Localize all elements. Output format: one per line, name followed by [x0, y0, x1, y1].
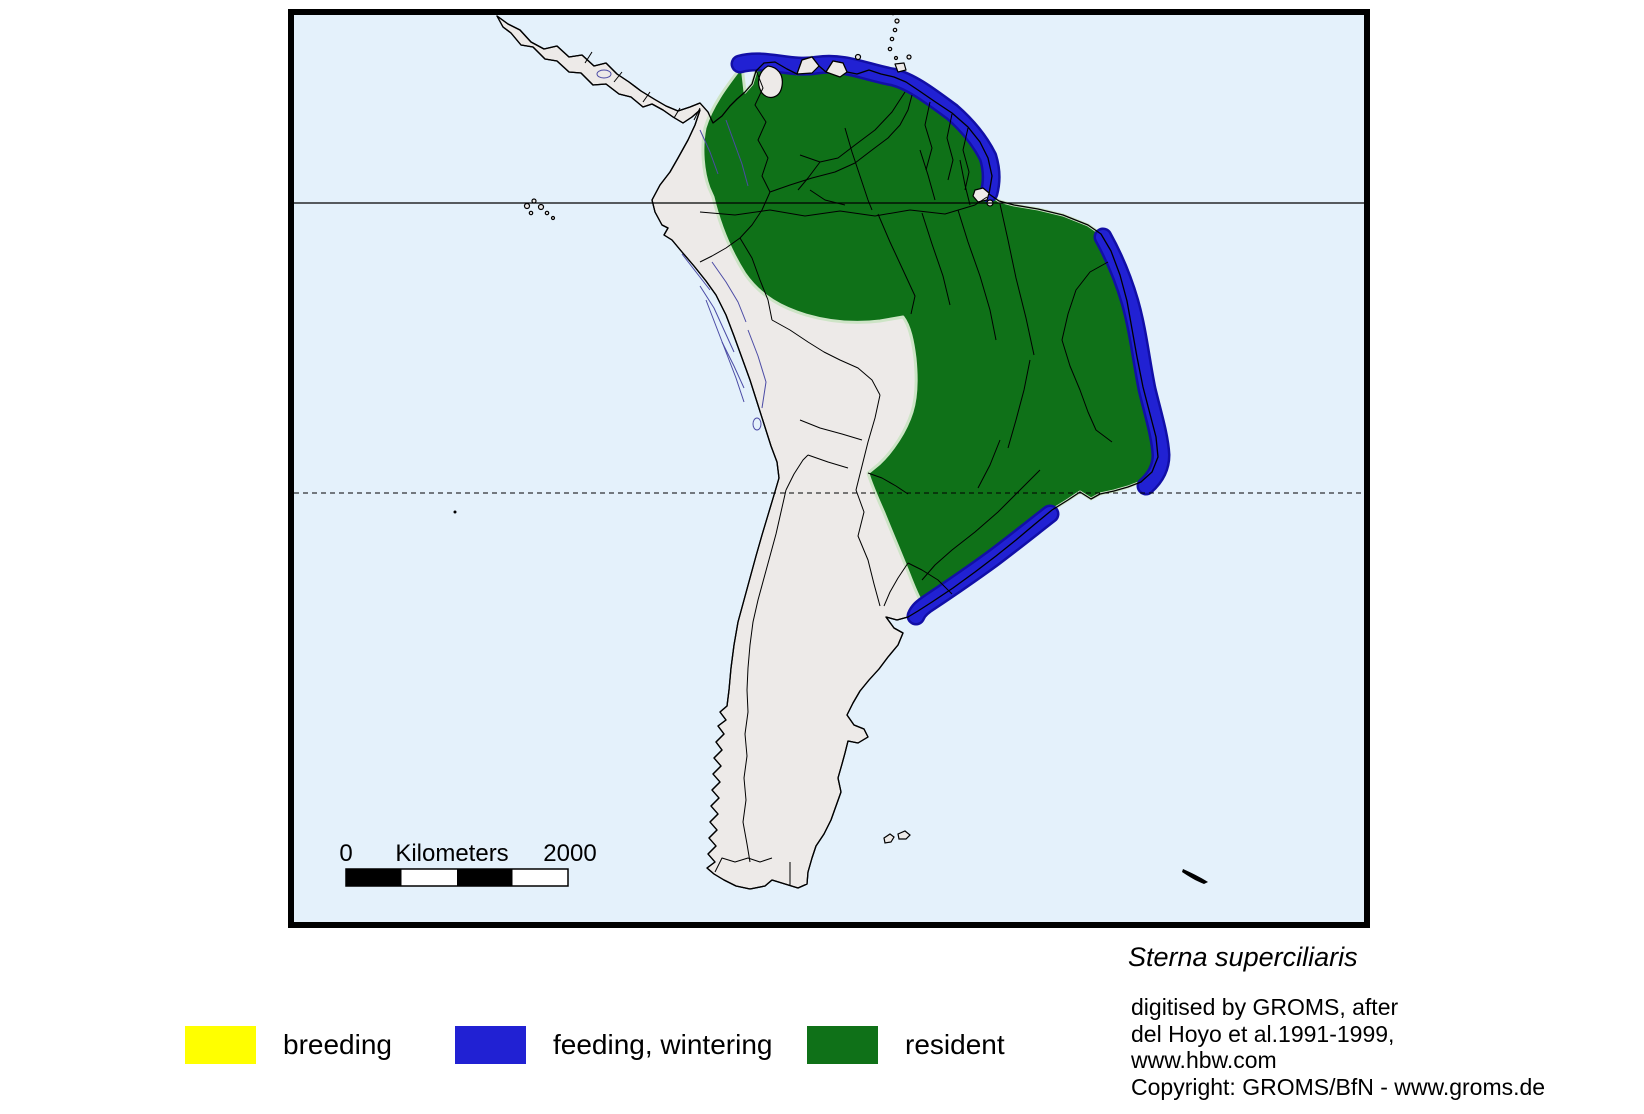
- scale-label-max: 2000: [543, 840, 596, 867]
- credits-line-4: Copyright: GROMS/BfN - www.groms.de: [1131, 1073, 1546, 1100]
- map-interior: 0 Kilometers 2000: [294, 15, 1364, 923]
- legend-item-feeding-wintering: feeding, wintering: [455, 1025, 772, 1065]
- san-felix-island: [453, 510, 457, 514]
- margarita-island: [854, 53, 862, 61]
- scale-label-zero: 0: [339, 840, 352, 867]
- map-frame: [288, 9, 1370, 928]
- tobago-island: [906, 54, 912, 60]
- legend-label-breeding: breeding: [283, 1029, 392, 1060]
- falkland-islands: [883, 830, 911, 844]
- paraguana-peninsula: [825, 60, 848, 78]
- scale-bar: 0 Kilometers 2000: [339, 840, 597, 887]
- lesser-antilles: [887, 15, 900, 61]
- rivers: [699, 91, 1113, 581]
- legend-swatch-breeding: [185, 1026, 256, 1064]
- legend-item-resident: resident: [807, 1025, 1005, 1065]
- credits-block: digitised by GROMS, after del Hoyo et al…: [1131, 994, 1545, 1100]
- scale-bar-segment: [346, 869, 402, 886]
- galapagos-islands: [523, 198, 556, 221]
- scale-label-unit: Kilometers: [395, 840, 508, 867]
- country-borders: [584, 51, 970, 886]
- credits-line-2: del Hoyo et al.1991-1999,: [1131, 1020, 1395, 1047]
- guajira-peninsula: [796, 56, 820, 75]
- coastal-peninsulas: [758, 53, 994, 207]
- legend: breeding feeding, wintering resident: [0, 1025, 1100, 1065]
- lake-nicaragua: [596, 69, 612, 79]
- legend-label-resident: resident: [905, 1029, 1005, 1060]
- legend-swatch-resident: [807, 1026, 878, 1064]
- trinidad-island: [894, 62, 907, 73]
- credits-line-1: digitised by GROMS, after: [1131, 994, 1399, 1020]
- legend-item-breeding: breeding: [185, 1025, 392, 1065]
- legend-swatch-feeding-wintering: [455, 1026, 526, 1064]
- islands: [453, 15, 1208, 884]
- species-title: Sterna superciliaris: [1128, 942, 1358, 972]
- south-georgia-island: [1182, 869, 1208, 884]
- scale-bar-segment: [457, 869, 513, 886]
- lake-titicaca: [752, 417, 762, 431]
- lake-maracaibo: [758, 65, 783, 99]
- andean-rivers: [596, 69, 767, 431]
- credits-line-3: www.hbw.com: [1131, 1047, 1277, 1073]
- legend-label-feeding-wintering: feeding, wintering: [553, 1029, 773, 1060]
